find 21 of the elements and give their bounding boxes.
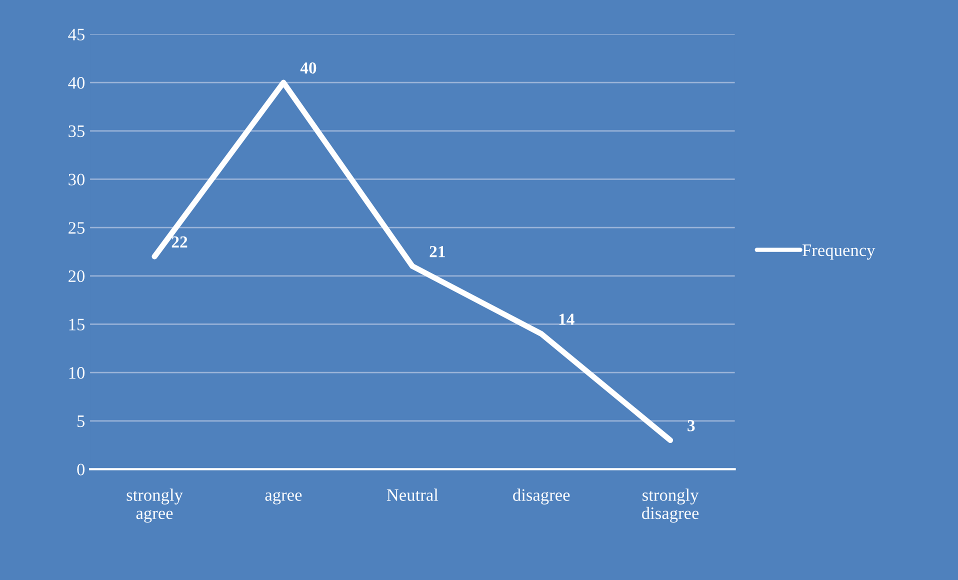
legend-label: Frequency <box>802 244 876 260</box>
y-tick-label: 10 <box>69 367 85 379</box>
y-tick-label: 5 <box>78 416 85 428</box>
y-tick-label: 20 <box>68 270 85 282</box>
x-tick-label: strongly disagree <box>642 488 699 523</box>
y-tick-label: 0 <box>77 464 85 476</box>
y-tick-label: 25 <box>68 222 85 234</box>
y-tick-label: 35 <box>68 125 85 138</box>
y-tick-label: 45 <box>68 28 85 40</box>
data-label: 21 <box>430 246 445 258</box>
x-tick-label: disagree <box>513 488 570 504</box>
y-tick-label: 30 <box>68 174 85 186</box>
data-label: 14 <box>559 314 574 325</box>
y-tick-label: 40 <box>68 77 85 89</box>
data-label: 40 <box>300 62 316 74</box>
y-tick-label: 15 <box>69 318 85 330</box>
x-tick-label: Neutral <box>386 488 438 501</box>
x-tick-label: strongly agree <box>126 488 183 523</box>
x-tick-label: agree <box>265 492 302 504</box>
data-label: 22 <box>172 236 188 248</box>
data-label: 3 <box>688 420 695 432</box>
